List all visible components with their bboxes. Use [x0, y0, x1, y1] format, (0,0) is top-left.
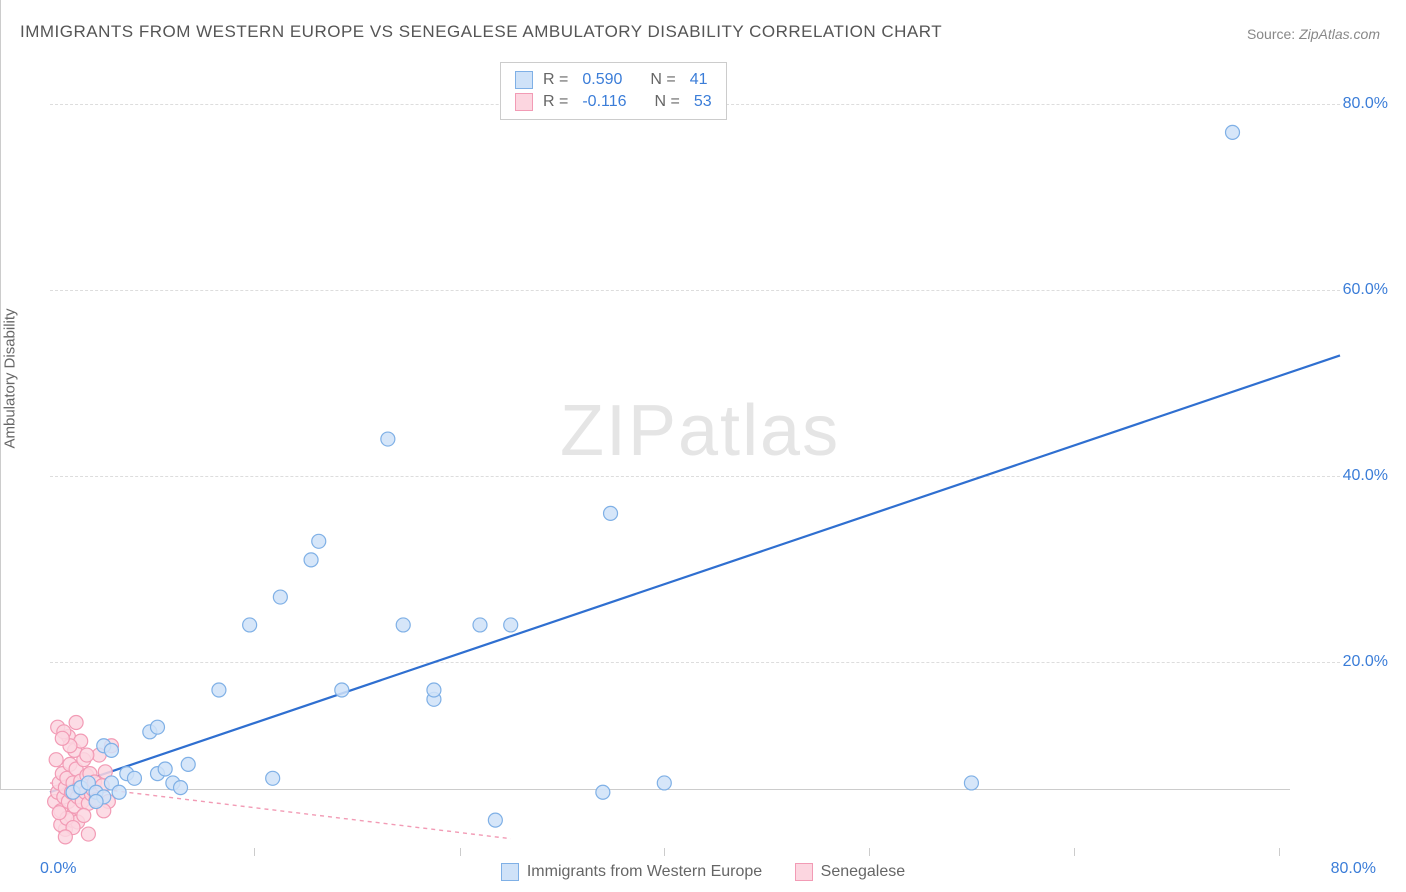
source-name: ZipAtlas.com: [1299, 26, 1380, 42]
data-point: [273, 590, 287, 604]
data-point: [77, 808, 91, 822]
data-point: [104, 743, 118, 757]
n-value-1: 53: [694, 93, 712, 111]
data-point: [52, 806, 66, 820]
legend-item-0: Immigrants from Western Europe: [501, 863, 762, 881]
regression-line: [50, 355, 1340, 792]
data-point: [396, 618, 410, 632]
y-tick: 60.0%: [1343, 281, 1388, 299]
x-tick-mark: [254, 848, 255, 856]
data-point: [127, 771, 141, 785]
data-point: [1226, 125, 1240, 139]
y-tick: 40.0%: [1343, 467, 1388, 485]
legend-swatch-0: [515, 71, 533, 89]
data-point: [964, 776, 978, 790]
data-point: [596, 785, 610, 799]
x-tick-mark: [869, 848, 870, 856]
r-value-0: 0.590: [582, 71, 622, 89]
data-point: [55, 731, 69, 745]
y-tick: 80.0%: [1343, 95, 1388, 113]
r-label-0: R =: [543, 71, 568, 89]
legend-bottom-swatch-0: [501, 863, 519, 881]
data-point: [427, 683, 441, 697]
n-label-0: N =: [650, 71, 675, 89]
x-tick-mark: [1074, 848, 1075, 856]
y-tick: 20.0%: [1343, 653, 1388, 671]
n-value-0: 41: [690, 71, 708, 89]
data-point: [174, 781, 188, 795]
data-point: [473, 618, 487, 632]
data-point: [335, 683, 349, 697]
legend-stats-row-1: R = -0.116 N = 53: [515, 91, 712, 113]
r-value-1: -0.116: [582, 93, 626, 111]
legend-series: Immigrants from Western Europe Senegales…: [0, 863, 1406, 886]
data-point: [181, 757, 195, 771]
data-point: [604, 506, 618, 520]
x-tick-mark: [1279, 848, 1280, 856]
r-label-1: R =: [543, 93, 568, 111]
legend-item-label-1: Senegalese: [821, 863, 906, 881]
data-point: [69, 716, 83, 730]
data-point: [266, 771, 280, 785]
legend-item-1: Senegalese: [795, 863, 906, 881]
legend-stats-row-0: R = 0.590 N = 41: [515, 69, 712, 91]
legend-item-label-0: Immigrants from Western Europe: [527, 863, 762, 881]
data-point: [504, 618, 518, 632]
data-point: [112, 785, 126, 799]
data-point: [657, 776, 671, 790]
scatter-plot: [50, 58, 1340, 848]
x-tick-mark: [460, 848, 461, 856]
legend-swatch-1: [515, 93, 533, 111]
data-point: [158, 762, 172, 776]
data-point: [488, 813, 502, 827]
data-point: [381, 432, 395, 446]
data-point: [49, 753, 63, 767]
data-point: [312, 534, 326, 548]
data-point: [212, 683, 226, 697]
data-point: [243, 618, 257, 632]
legend-bottom-swatch-1: [795, 863, 813, 881]
data-point: [89, 795, 103, 809]
legend-stats: R = 0.590 N = 41 R = -0.116 N = 53: [500, 62, 727, 120]
x-tick-mark: [664, 848, 665, 856]
data-point: [81, 827, 95, 841]
data-point: [80, 748, 94, 762]
data-point: [304, 553, 318, 567]
n-label-1: N =: [655, 93, 680, 111]
data-point: [58, 830, 72, 844]
data-point: [151, 720, 165, 734]
